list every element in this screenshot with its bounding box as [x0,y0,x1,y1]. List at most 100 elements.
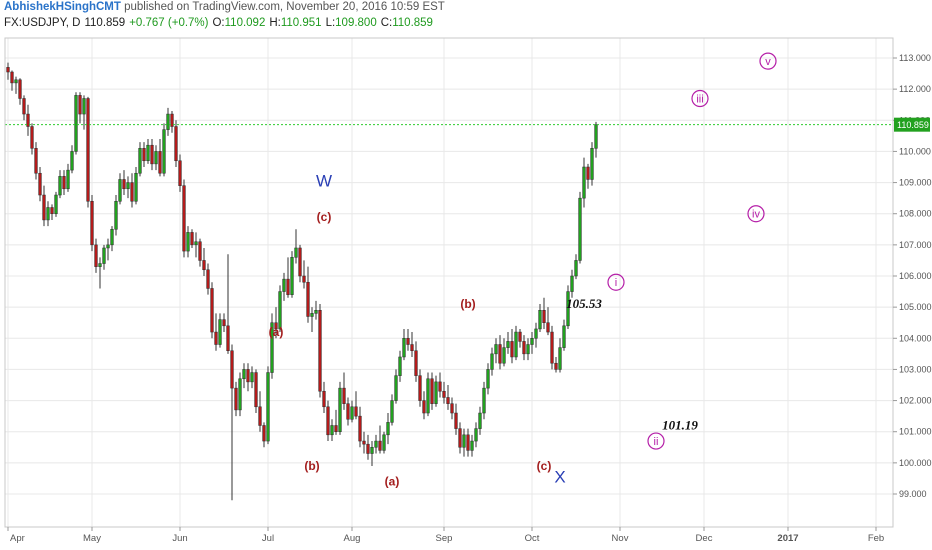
candle [134,167,138,205]
candle-body [14,79,18,84]
candle [174,120,178,167]
candle-body [394,375,398,401]
candle [366,434,370,460]
candle [198,238,202,267]
candle [214,313,218,351]
candle [558,338,562,373]
candle [430,372,434,410]
candle [186,226,190,258]
candle-body [302,275,306,283]
candle-body [586,166,590,180]
x-tick-label: Oct [525,533,540,544]
candle [514,325,518,361]
x-tick-label: Apr [10,533,25,544]
candle-body [62,176,66,190]
candle-body [514,331,518,358]
candle [326,400,330,442]
candle-body [90,201,94,246]
candle-body [118,179,122,202]
wave-label-circled: iii [691,89,709,108]
candle-body [226,325,230,351]
price-axis[interactable]: 99.000 100.000 101.000 102.000 103.000 104.00… [893,53,932,499]
time-axis[interactable]: Apr May Jun Jul Aug Sep Oct Nov Dec 2017 Feb [7,527,884,544]
candle-body [466,434,470,451]
y-tick-label: 103.000 [899,364,932,374]
candle-body [214,331,218,345]
candle [34,142,38,180]
candle-body [198,241,202,261]
candle [294,229,298,264]
candle [166,107,170,136]
candle-body [346,403,350,420]
candle [554,356,558,373]
price-tag-bg [894,117,930,132]
candle [478,406,482,435]
candle [590,142,594,186]
wave-circle [607,273,625,291]
wave-label-text: v [765,56,771,68]
candle [110,226,114,252]
candle [402,328,406,361]
candle-body [322,390,326,408]
x-tick-label: Feb [868,533,884,544]
y-tick-label: 102.000 [899,396,932,406]
candle-body [370,447,374,454]
candle-body [486,369,490,389]
candle-body [146,144,150,162]
candle [142,142,146,167]
candle-body [594,124,598,149]
candle-body [318,310,322,392]
candle-body [426,378,430,414]
candle-body [78,95,82,115]
candle [530,332,534,354]
candle-body [18,79,22,99]
candle-body [550,331,554,364]
candle [114,195,118,236]
candle-body [142,148,146,162]
grid [5,38,893,527]
candle-body [234,387,238,411]
candle [374,434,378,454]
candle-body [122,179,126,190]
candle [246,363,250,392]
candle-body [462,434,466,448]
candle [378,425,382,454]
candle [138,142,142,177]
candle [146,138,150,164]
candle-body [258,406,262,426]
wave-label-text: i [615,277,617,289]
wave-label: (b) [304,459,319,473]
candle-body [86,98,90,202]
candle-body [518,331,522,342]
candle-body [406,338,410,345]
x-tick-label: Jul [262,533,274,544]
wave-label-circled: ii [647,432,665,450]
candle [302,260,306,289]
candle-body [294,247,298,258]
candle-body [354,406,358,417]
low-label: L: [325,17,336,29]
candle [354,391,358,420]
candle-body [562,325,566,348]
candle [358,406,362,448]
wave-annotations: W(c)(a)(b)(a)(b)(c)X105.53101.19iiiiiiiv… [269,52,777,489]
candle [66,163,70,192]
candle [150,138,154,171]
price-callout: 105.53 [566,296,602,311]
candle [458,422,462,454]
candle-body [430,378,434,404]
candle-body [70,151,74,171]
author-link[interactable]: AbhishekHSinghCMT [4,1,121,13]
candle-body [542,310,546,323]
candle-body [218,319,222,345]
candle-body [150,144,154,165]
candle [422,391,426,420]
candle-body [270,322,274,373]
candle-body [74,95,78,152]
candle [466,428,470,457]
wave-label: X [554,467,565,486]
publish-info: AbhishekHSinghCMT published on TradingVi… [4,1,445,17]
x-tick-label: May [83,533,101,544]
